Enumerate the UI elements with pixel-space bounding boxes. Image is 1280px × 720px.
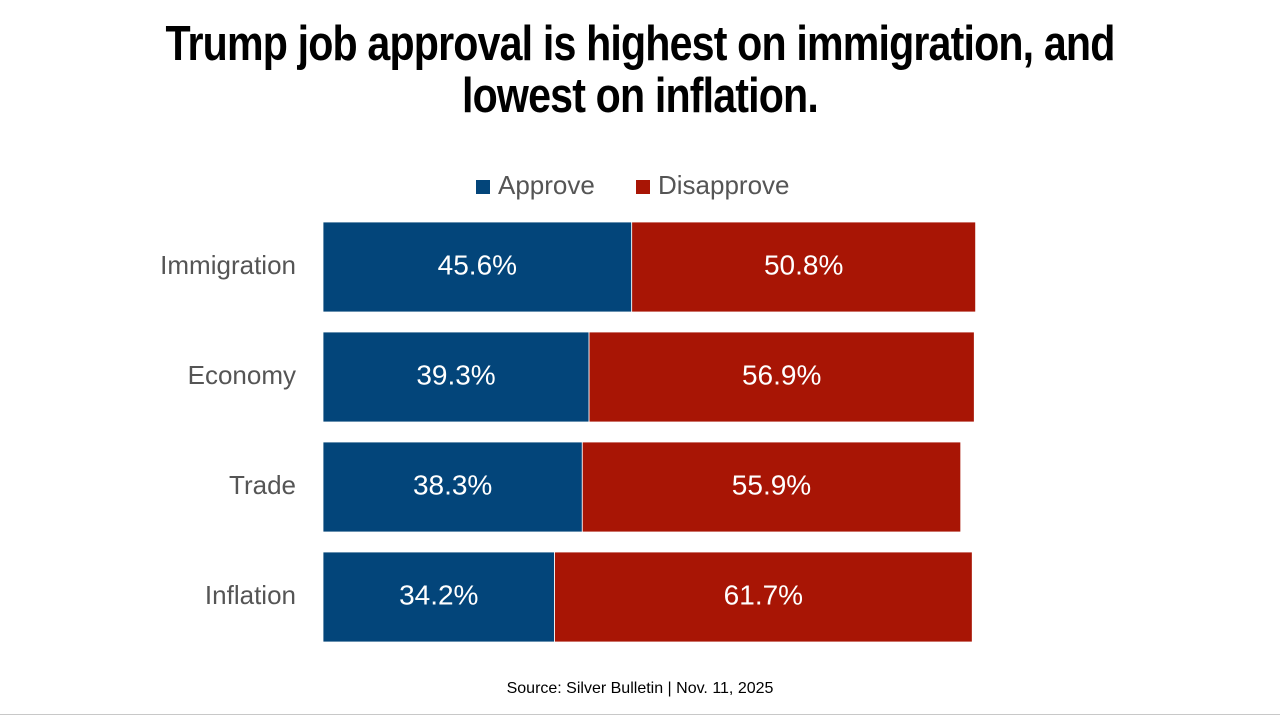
chart-title: Trump job approval is highest on immigra… — [102, 18, 1177, 122]
bar-disapprove-inflation — [554, 551, 973, 643]
category-label-immigration: Immigration — [160, 250, 296, 280]
legend-swatch-approve — [476, 180, 490, 194]
data-label-disapprove-inflation: 61.7% — [724, 579, 803, 610]
title-line-1: Trump job approval is highest on immigra… — [165, 17, 1115, 71]
bar-approve-inflation — [322, 551, 555, 643]
category-label-economy: Economy — [188, 360, 296, 390]
bar-approve-trade — [322, 441, 583, 533]
data-label-approve-inflation: 34.2% — [399, 579, 478, 610]
data-label-disapprove-trade: 55.9% — [732, 469, 811, 500]
legend-swatch-disapprove — [636, 180, 650, 194]
source-note: Source: Silver Bulletin | Nov. 11, 2025 — [506, 680, 774, 697]
bar-disapprove-economy — [588, 331, 975, 423]
data-label-approve-trade: 38.3% — [413, 469, 492, 500]
bar-disapprove-immigration — [631, 221, 977, 313]
bottom-divider — [0, 714, 1280, 715]
legend-label-approve: Approve — [498, 170, 595, 200]
category-label-trade: Trade — [229, 470, 296, 500]
legend-label-disapprove: Disapprove — [658, 170, 790, 200]
bar-approve-economy — [322, 331, 590, 423]
data-label-approve-economy: 39.3% — [416, 359, 495, 390]
title-line-2: lowest on inflation. — [462, 69, 819, 123]
data-label-disapprove-immigration: 50.8% — [764, 249, 843, 280]
bar-approve-immigration — [322, 221, 633, 313]
bar-disapprove-trade — [581, 441, 962, 533]
category-label-inflation: Inflation — [205, 580, 296, 610]
data-label-disapprove-economy: 56.9% — [742, 359, 821, 390]
data-label-approve-immigration: 45.6% — [438, 249, 517, 280]
